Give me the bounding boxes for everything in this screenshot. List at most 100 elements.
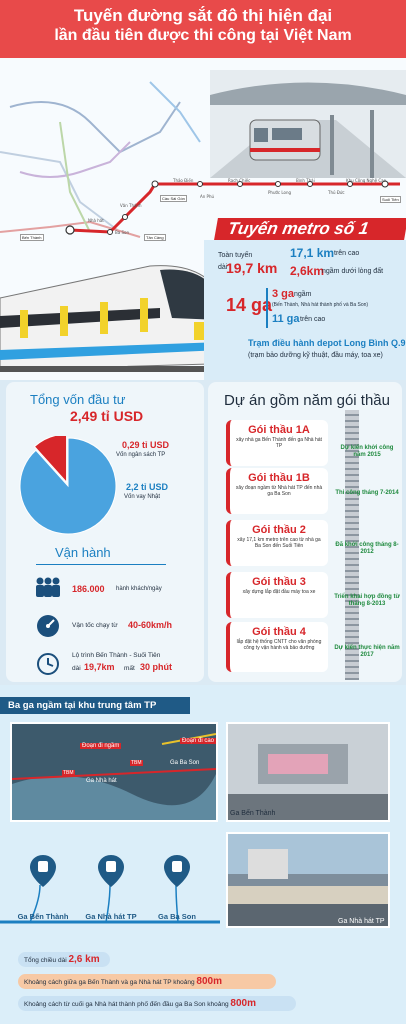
- pie-slice-0: [33, 436, 68, 484]
- underground-stations: 3 ga: [272, 288, 295, 300]
- depot-title: Trạm điều hành depot Long Bình Q.9: [248, 338, 406, 348]
- budget-label: Vốn ngân sách TP: [116, 452, 166, 458]
- milestone-4: Dự kiến thực hiện năm 2017: [334, 645, 400, 658]
- metro-stats-panel: [204, 240, 406, 380]
- ben-thanh-pin-icon: [30, 855, 56, 887]
- package-4: Gói thầu 4 lắp đặt hệ thống CNTT cho văn…: [226, 622, 328, 672]
- package-name: Gói thầu 1A: [248, 424, 310, 436]
- station-van-thanh: Văn Thánh: [120, 203, 142, 208]
- elevated-stations: 11 ga: [272, 313, 300, 325]
- station-thu-duc: Thủ Đức: [328, 190, 345, 195]
- loan-value: 2,2 tỉ USD: [126, 482, 169, 492]
- station-thao-dien: Thảo Điền: [173, 178, 194, 183]
- route-time: 30 phút: [140, 662, 173, 672]
- elevated-length: 17,1 km: [290, 246, 335, 260]
- pie-slice-1: [19, 437, 117, 535]
- package-name: Gói thầu 4: [252, 626, 306, 638]
- metro-map: [0, 81, 400, 238]
- ben-thanh-station-label: Ga Bến Thành: [17, 912, 69, 921]
- milestone-1a: Dự kiến khởi công năm 2015: [340, 445, 394, 458]
- nha-hat-caption: Ga Nhà hát TP: [338, 918, 385, 925]
- package-1a: Gói thầu 1A xây nhà ga Bến Thành đến ga …: [226, 420, 328, 466]
- station-ba-son: Ba Son: [115, 230, 129, 235]
- package-name: Gói thầu 3: [252, 576, 306, 588]
- route-summary-label: Lộ trình Bến Thành - Suối Tiên: [72, 652, 161, 659]
- underground-segment-label: Đoạn đi ngầm: [80, 743, 122, 749]
- package-name: Gói thầu 2: [252, 524, 306, 536]
- underground-stations-note: (Bến Thành, Nhà hát thành phố và Ba Son): [272, 302, 369, 308]
- ba-son-map-label: Ga Ba Son: [170, 760, 200, 766]
- investment-pie-chart: [19, 436, 117, 535]
- station-suoi-tien: Suối Tiên: [380, 196, 401, 203]
- underground-stations-label: ngầm: [294, 291, 312, 298]
- underground-stations-diagram: [0, 884, 220, 924]
- elevated-stations-label: trên cao: [300, 316, 326, 323]
- package-3: Gói thầu 3 xây dựng lắp đặt đầu máy toa …: [226, 572, 328, 618]
- investment-title: Tổng vốn đầu tư: [30, 392, 126, 407]
- clock-icon: [37, 653, 59, 675]
- station-an-phu: An Phú: [200, 194, 215, 199]
- page-title-line1: Tuyến đường sắt đô thị hiện đại: [73, 6, 333, 25]
- package-desc: xây 17,1 km metro trên cao từ nhà ga Ba …: [237, 537, 321, 549]
- distance-1-value: 800m: [196, 976, 222, 987]
- ben-thanh-render: [226, 722, 390, 822]
- station-ben-thanh: Bến Thành: [20, 234, 44, 241]
- milestone-1b: Thi công tháng 7-2014: [335, 490, 399, 496]
- station-platform-photo: [210, 70, 406, 178]
- station-rach-chiec: Rạch Chiếc: [228, 178, 251, 183]
- package-desc: xây dựng lắp đặt đầu máy toa xe: [242, 589, 316, 595]
- package-1b: Gói thầu 1B xây đoạn ngầm từ Nhà hát TP …: [226, 468, 328, 514]
- total-length-label: Tổng chiều dài: [24, 957, 67, 964]
- distance-2-value: 800m: [230, 998, 256, 1009]
- total-length: 19,7 km: [226, 260, 278, 276]
- station-phuoc-long: Phước Long: [268, 190, 292, 195]
- people-icon: [36, 577, 60, 597]
- aerial-map-photo: [10, 722, 218, 822]
- package-name: Gói thầu 1B: [248, 472, 310, 484]
- distance-1-pill: Khoảng cách giữa ga Bến Thành và ga Nhà …: [18, 974, 276, 989]
- package-desc: xây nhà ga Bến Thành đến ga Nhà hát TP: [236, 437, 322, 449]
- ba-son-pin-icon: [164, 855, 190, 887]
- packages-title: Dự án gồm năm gói thầu: [224, 392, 390, 409]
- speedometer-icon: [37, 615, 59, 637]
- speed-value: 40-60km/h: [128, 620, 173, 630]
- elevated-segment-label: Đoạn đi cao: [180, 738, 217, 744]
- page-header: Tuyến đường sắt đô thị hiện đại lần đầu …: [0, 0, 406, 58]
- distance-2-pill: Khoảng cách từ cuối ga Nhà hát thành phố…: [18, 996, 296, 1011]
- operation-divider: [36, 564, 166, 565]
- nha-hat-station-label: Ga Nhà hát TP: [85, 912, 137, 921]
- station-binh-thai: Bình Thái: [296, 178, 315, 183]
- package-desc: xây đoạn ngầm từ Nhà hát TP đến nhà ga B…: [235, 485, 323, 497]
- route-length: 19,7km: [84, 662, 115, 672]
- route-mid: mất: [124, 665, 135, 672]
- station-cau-sai-gon: Cầu Sài Gòn: [160, 195, 187, 202]
- station-nha-hat: Nhà hát: [88, 218, 104, 223]
- metro-train-illustration: [0, 265, 230, 372]
- underground-length: 2,6km: [290, 264, 325, 278]
- station-khu-cong-nghe-cao: Khu Công Nghệ Cao: [346, 178, 387, 183]
- total-length-pill: Tổng chiều dài 2,6 km: [18, 952, 110, 967]
- distance-1-label: Khoảng cách giữa ga Bến Thành và ga Nhà …: [24, 979, 195, 986]
- loan-label: Vốn vay Nhật: [124, 494, 161, 500]
- investment-total: 2,49 tỉ USD: [70, 408, 144, 424]
- nha-hat-render: [226, 832, 390, 928]
- milestone-2: Đã khởi công tháng 8-2012: [335, 542, 399, 555]
- railway-track-decor: [345, 410, 359, 680]
- station-tan-cang: Tân Cảng: [144, 234, 166, 241]
- route-prefix: dài: [72, 665, 81, 672]
- underground-banner: Ba ga ngầm tại khu trung tâm TP: [0, 697, 190, 714]
- total-length-value: 2,6 km: [68, 954, 100, 965]
- nha-hat-map-label: Ga Nhà hát: [86, 778, 117, 784]
- depot-note: (trạm bảo dưỡng kỹ thuật, đầu máy, toa x…: [248, 352, 383, 359]
- stations-divider: [266, 288, 268, 328]
- tbm-label-2: TBM: [130, 760, 143, 766]
- tbm-label-1: TBM: [62, 770, 75, 776]
- operation-title: Vận hành: [55, 545, 111, 560]
- milestone-3: Triển khai hợp đồng từ tháng 8-2013: [334, 594, 400, 607]
- elevated-length-label: trên cao: [334, 250, 360, 257]
- page-title-line2: lần đầu tiên được thi công tại Việt Nam: [54, 27, 352, 44]
- speed-label: Vận tốc chạy từ: [72, 622, 118, 629]
- route-label: Toàn tuyến dài: [218, 252, 253, 271]
- station-count: 14 ga: [226, 295, 273, 315]
- nha-hat-pin-icon: [98, 855, 124, 887]
